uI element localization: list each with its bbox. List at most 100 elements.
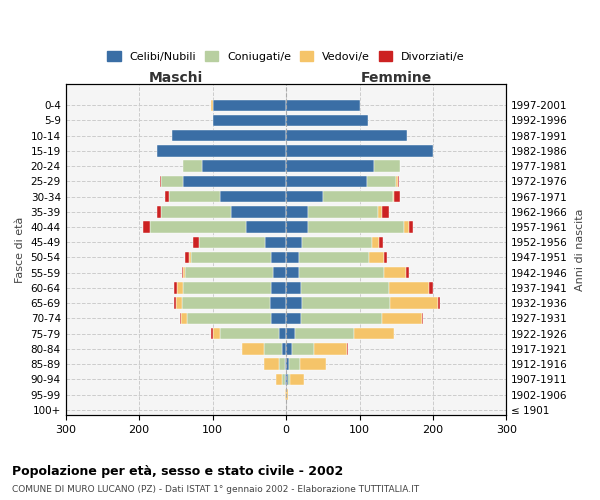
Bar [392,191,394,202]
Bar [271,252,286,263]
Bar [187,312,271,324]
Bar [286,374,287,385]
Bar [284,374,286,385]
Bar [175,298,176,309]
Bar [157,206,161,218]
Bar [231,206,286,218]
Bar [347,343,349,354]
Bar [378,206,382,218]
Bar [286,312,301,324]
Bar [369,252,384,263]
Bar [398,176,399,187]
Bar [160,176,161,187]
Bar [353,328,394,340]
Bar [212,328,220,340]
Bar [286,222,308,233]
Bar [189,252,191,263]
Bar [314,343,347,354]
Bar [299,267,384,278]
Bar [242,343,264,354]
Bar [182,298,270,309]
Bar [279,328,286,340]
Bar [308,206,378,218]
Bar [384,267,406,278]
Bar [264,343,283,354]
Bar [286,328,295,340]
Bar [281,374,284,385]
Bar [220,191,286,202]
Bar [286,176,367,187]
Bar [181,312,187,324]
Bar [143,222,150,233]
Text: Popolazione per età, sesso e stato civile - 2002: Popolazione per età, sesso e stato civil… [12,465,343,478]
Bar [430,282,433,294]
Bar [300,358,326,370]
Bar [404,222,409,233]
Bar [286,130,407,141]
Bar [286,282,301,294]
Bar [183,176,286,187]
Bar [301,312,382,324]
Bar [183,160,202,172]
Bar [438,298,440,309]
Bar [286,115,368,126]
Bar [284,358,286,370]
Bar [286,191,323,202]
Bar [409,222,413,233]
Bar [211,100,212,111]
Bar [372,236,379,248]
Bar [212,100,286,111]
Bar [286,298,302,309]
Bar [183,267,185,278]
Bar [379,236,383,248]
Bar [185,252,189,263]
Bar [289,358,300,370]
Bar [191,252,271,263]
Bar [276,374,281,385]
Text: Femmine: Femmine [361,72,432,86]
Bar [273,267,286,278]
Bar [165,191,169,202]
Bar [172,130,286,141]
Bar [367,176,396,187]
Bar [406,267,409,278]
Bar [286,206,308,218]
Bar [286,267,299,278]
Bar [179,312,181,324]
Bar [302,298,391,309]
Bar [265,236,286,248]
Bar [292,343,314,354]
Bar [157,145,286,156]
Bar [286,145,433,156]
Bar [271,312,286,324]
Bar [245,222,286,233]
Bar [182,267,183,278]
Bar [212,115,286,126]
Text: Maschi: Maschi [149,72,203,86]
Bar [384,252,388,263]
Y-axis label: Anni di nascita: Anni di nascita [575,208,585,291]
Bar [286,358,289,370]
Y-axis label: Fasce di età: Fasce di età [15,216,25,283]
Bar [396,176,398,187]
Bar [193,236,199,248]
Bar [286,236,302,248]
Bar [391,298,438,309]
Bar [382,312,422,324]
Bar [374,160,400,172]
Bar [161,206,231,218]
Bar [264,358,279,370]
Bar [169,191,220,202]
Bar [161,176,183,187]
Bar [295,328,353,340]
Bar [286,343,292,354]
Bar [202,160,286,172]
Bar [211,328,212,340]
Text: COMUNE DI MURO LUCANO (PZ) - Dati ISTAT 1° gennaio 2002 - Elaborazione TUTTITALI: COMUNE DI MURO LUCANO (PZ) - Dati ISTAT … [12,485,419,494]
Bar [301,282,389,294]
Bar [323,191,392,202]
Bar [308,222,404,233]
Bar [290,374,304,385]
Bar [286,389,287,400]
Bar [286,252,299,263]
